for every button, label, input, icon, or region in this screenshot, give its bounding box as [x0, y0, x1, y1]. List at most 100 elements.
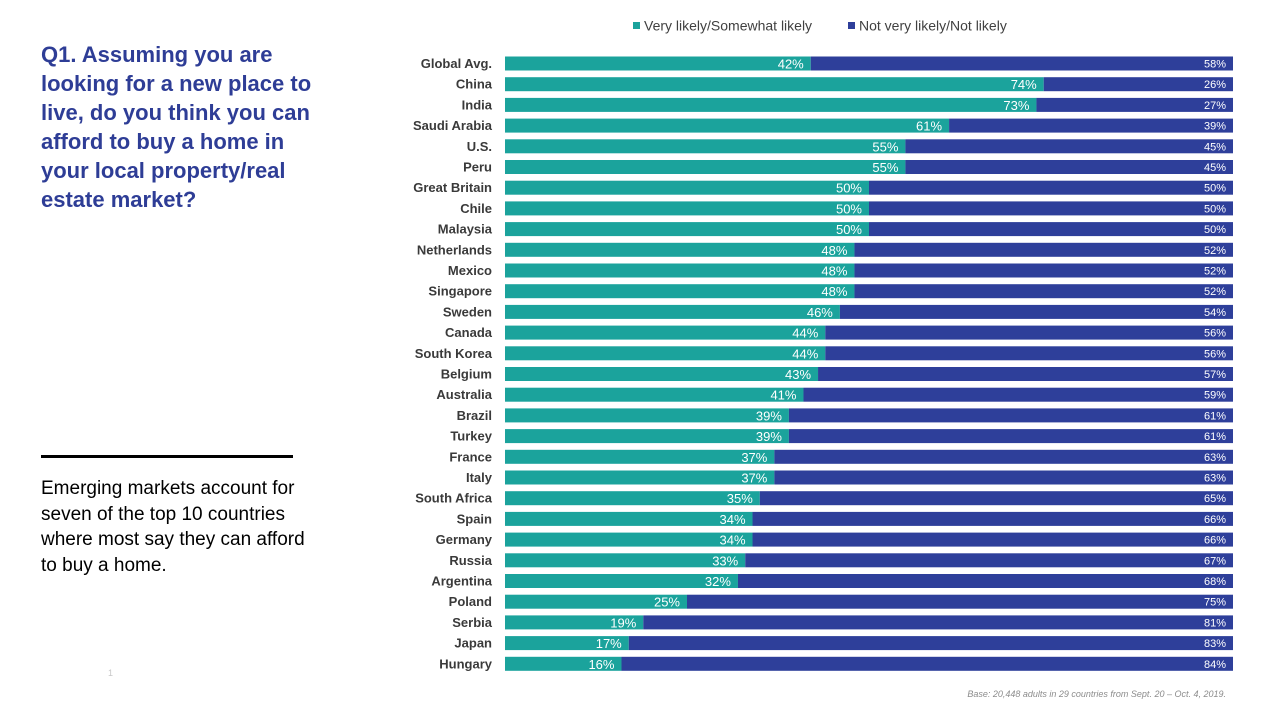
data-label-1: 39%: [756, 408, 782, 423]
data-label-1: 48%: [821, 243, 847, 258]
bar-segment-1: [505, 97, 1037, 112]
bar-segment-1: [505, 118, 950, 133]
category-label: Belgium: [441, 367, 492, 382]
bar-segment-1: [505, 263, 855, 278]
category-label: France: [449, 449, 492, 464]
bar-segment-2: [905, 160, 1233, 174]
bar-segment-1: [505, 429, 789, 444]
category-label: Malaysia: [438, 222, 493, 237]
bar-segment-2: [752, 532, 1233, 547]
category-label: Mexico: [448, 263, 492, 278]
data-label-2: 45%: [1204, 162, 1226, 174]
data-label-1: 43%: [785, 367, 811, 382]
data-label-2: 81%: [1204, 617, 1226, 629]
data-label-1: 55%: [872, 160, 898, 175]
bar-segment-1: [505, 139, 906, 154]
data-label-1: 41%: [770, 388, 796, 403]
data-label-2: 45%: [1204, 141, 1226, 153]
category-label: Sweden: [443, 304, 492, 319]
data-label-2: 52%: [1204, 266, 1226, 278]
data-label-2: 50%: [1204, 183, 1226, 195]
category-label: Russia: [449, 553, 492, 568]
category-label: Saudi Arabia: [413, 118, 493, 133]
category-label: Serbia: [452, 615, 493, 630]
category-label: Germany: [436, 532, 493, 547]
category-label: Spain: [457, 511, 492, 526]
bar-segment-2: [839, 304, 1233, 319]
data-label-2: 66%: [1204, 514, 1226, 526]
category-label: South Africa: [415, 491, 493, 506]
legend-swatch-1: [633, 22, 640, 29]
category-label: Global Avg.: [421, 56, 492, 71]
category-label: Chile: [460, 201, 492, 216]
bar-segment-2: [810, 56, 1233, 71]
category-label: Italy: [466, 470, 493, 485]
data-label-2: 39%: [1204, 121, 1226, 133]
data-label-2: 52%: [1204, 245, 1226, 257]
bar-segment-1: [505, 615, 644, 630]
legend-label-1: Very likely/Somewhat likely: [644, 18, 812, 34]
data-label-1: 34%: [719, 533, 745, 548]
bar-segment-1: [505, 242, 855, 257]
bar-segment-2: [803, 387, 1233, 402]
data-label-2: 27%: [1204, 100, 1226, 112]
bar-segment-2: [752, 511, 1233, 526]
bar-segment-1: [505, 222, 869, 237]
key-finding-note: Emerging markets account for seven of th…: [41, 478, 305, 576]
data-label-2: 54%: [1204, 307, 1226, 319]
bar-segment-2: [905, 139, 1233, 154]
legend-swatch-2: [848, 22, 855, 29]
bar-segment-2: [774, 470, 1233, 485]
data-label-1: 37%: [741, 450, 767, 465]
bar-segment-1: [505, 387, 804, 402]
bar-segment-2: [854, 284, 1233, 299]
chart-legend: Very likely/Somewhat likely Not very like…: [633, 18, 1007, 34]
data-label-2: 75%: [1204, 597, 1226, 609]
bar-segment-1: [505, 470, 775, 485]
category-label: Japan: [454, 636, 492, 651]
data-label-1: 33%: [712, 553, 738, 568]
data-label-2: 56%: [1204, 348, 1226, 360]
data-label-1: 17%: [596, 636, 622, 651]
data-label-1: 50%: [836, 222, 862, 237]
bar-segment-1: [505, 574, 738, 588]
data-label-2: 61%: [1204, 410, 1226, 422]
data-label-1: 44%: [792, 346, 818, 361]
category-label: Hungary: [439, 656, 493, 671]
data-label-1: 50%: [836, 181, 862, 196]
bar-segment-2: [818, 367, 1233, 381]
bar-segment-2: [854, 263, 1233, 278]
bar-segment-2: [1043, 77, 1233, 92]
legend-label-2: Not very likely/Not likely: [859, 18, 1007, 34]
category-label: Singapore: [428, 284, 492, 299]
bar-segment-2: [759, 491, 1233, 506]
bar-segment-2: [687, 594, 1233, 609]
category-label: Netherlands: [417, 242, 492, 257]
divider: [41, 455, 293, 458]
data-label-2: 83%: [1204, 638, 1226, 650]
data-label-2: 26%: [1204, 79, 1226, 91]
data-label-2: 56%: [1204, 328, 1226, 340]
bar-segment-1: [505, 553, 746, 568]
base-footnote: Base: 20,448 adults in 29 countries from…: [967, 689, 1226, 699]
data-label-2: 50%: [1204, 203, 1226, 215]
bar-segment-2: [1036, 97, 1233, 112]
data-label-2: 68%: [1204, 576, 1226, 588]
bar-segment-1: [505, 367, 819, 381]
question-title: Q1. Assuming you are looking for a new p…: [41, 42, 312, 212]
category-label: Peru: [463, 160, 492, 175]
data-label-1: 44%: [792, 326, 818, 341]
data-label-1: 25%: [654, 595, 680, 610]
bar-segment-2: [869, 222, 1233, 237]
data-label-1: 61%: [916, 119, 942, 134]
category-label: China: [456, 77, 493, 92]
data-label-1: 50%: [836, 201, 862, 216]
data-label-1: 37%: [741, 471, 767, 486]
bar-segment-2: [774, 449, 1233, 464]
data-label-1: 16%: [588, 657, 614, 672]
bar-segment-1: [505, 656, 622, 671]
bar-segment-2: [825, 325, 1233, 340]
data-label-2: 59%: [1204, 390, 1226, 402]
bar-segment-1: [505, 325, 826, 340]
data-label-2: 66%: [1204, 535, 1226, 547]
